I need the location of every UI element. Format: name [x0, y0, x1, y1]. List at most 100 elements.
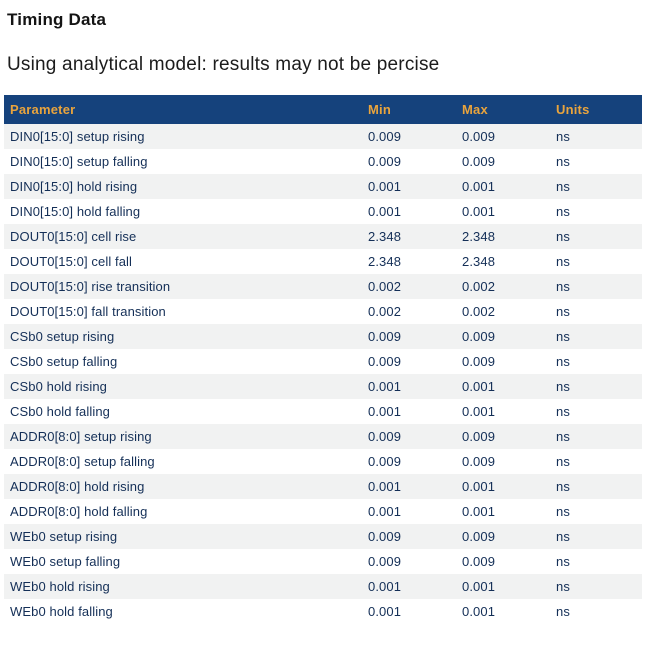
row-parameter: DIN0[15:0] hold falling [10, 204, 141, 219]
row-units: ns [556, 504, 570, 519]
row-min: 0.001 [368, 179, 402, 194]
row-units: ns [556, 229, 570, 244]
row-units: ns [556, 304, 570, 319]
row-parameter: WEb0 hold rising [10, 579, 110, 594]
row-units: ns [556, 604, 570, 619]
row-min: 0.001 [368, 379, 402, 394]
row-parameter: DIN0[15:0] setup falling [10, 154, 148, 169]
row-max: 0.009 [462, 454, 496, 469]
analytical-model-note: Using analytical model: results may not … [7, 54, 440, 75]
row-min: 0.001 [368, 204, 402, 219]
row-max: 0.009 [462, 554, 496, 569]
row-units: ns [556, 329, 570, 344]
row-max: 0.009 [462, 529, 496, 544]
row-max: 0.009 [462, 129, 496, 144]
row-min: 0.009 [368, 454, 402, 469]
row-max: 0.009 [462, 154, 496, 169]
row-units: ns [556, 379, 570, 394]
row-parameter: ADDR0[8:0] setup falling [10, 454, 155, 469]
row-units: ns [556, 479, 570, 494]
table-row: ADDR0[8:0] hold rising 0.001 0.001 ns [4, 474, 642, 499]
row-min: 0.001 [368, 604, 402, 619]
table-row: DIN0[15:0] setup rising 0.009 0.009 ns [4, 124, 642, 149]
row-parameter: DOUT0[15:0] fall transition [10, 304, 166, 319]
row-units: ns [556, 554, 570, 569]
row-parameter: DOUT0[15:0] cell rise [10, 229, 137, 244]
row-max: 0.002 [462, 279, 496, 294]
timing-data-table: Parameter Min Max Units DIN0[15:0] setup… [4, 95, 642, 624]
row-parameter: CSb0 setup falling [10, 354, 118, 369]
column-header-parameter: Parameter [4, 95, 362, 124]
row-max: 0.001 [462, 504, 496, 519]
column-header-min: Min [362, 95, 456, 124]
row-units: ns [556, 404, 570, 419]
row-units: ns [556, 154, 570, 169]
row-units: ns [556, 529, 570, 544]
table-row: DIN0[15:0] hold falling 0.001 0.001 ns [4, 199, 642, 224]
row-max: 0.009 [462, 429, 496, 444]
row-units: ns [556, 354, 570, 369]
row-units: ns [556, 204, 570, 219]
table-row: DOUT0[15:0] cell fall 2.348 2.348 ns [4, 249, 642, 274]
row-units: ns [556, 254, 570, 269]
row-max: 0.001 [462, 404, 496, 419]
table-row: DOUT0[15:0] rise transition 0.002 0.002 ns [4, 274, 642, 299]
row-units: ns [556, 129, 570, 144]
table-row: WEb0 hold rising 0.001 0.001 ns [4, 574, 642, 599]
row-parameter: ADDR0[8:0] hold rising [10, 479, 145, 494]
row-max: 0.001 [462, 179, 496, 194]
row-min: 0.002 [368, 279, 402, 294]
row-max: 0.002 [462, 304, 496, 319]
row-min: 0.009 [368, 129, 402, 144]
page-title: Timing Data [7, 10, 107, 29]
row-max: 0.001 [462, 604, 496, 619]
row-max: 0.009 [462, 354, 496, 369]
table-row: WEb0 setup rising 0.009 0.009 ns [4, 524, 642, 549]
row-units: ns [556, 429, 570, 444]
table-row: ADDR0[8:0] hold falling 0.001 0.001 ns [4, 499, 642, 524]
table-row: DOUT0[15:0] cell rise 2.348 2.348 ns [4, 224, 642, 249]
table-row: DOUT0[15:0] fall transition 0.002 0.002 ns [4, 299, 642, 324]
table-body: DIN0[15:0] setup rising 0.009 0.009 ns DIN0[… [4, 124, 642, 624]
row-parameter: DOUT0[15:0] cell fall [10, 254, 133, 269]
column-header-units: Units [550, 95, 642, 124]
column-header-max: Max [456, 95, 550, 124]
row-min: 0.009 [368, 354, 402, 369]
row-min: 2.348 [368, 229, 402, 244]
row-min: 0.009 [368, 554, 402, 569]
row-parameter: CSb0 hold falling [10, 404, 110, 419]
row-units: ns [556, 179, 570, 194]
row-parameter: ADDR0[8:0] setup rising [10, 429, 152, 444]
table-row: ADDR0[8:0] setup rising 0.009 0.009 ns [4, 424, 642, 449]
table-row: WEb0 setup falling 0.009 0.009 ns [4, 549, 642, 574]
row-min: 0.001 [368, 479, 402, 494]
row-parameter: CSb0 hold rising [10, 379, 107, 394]
table-header-row: Parameter Min Max Units [4, 95, 642, 124]
row-min: 0.009 [368, 529, 402, 544]
row-units: ns [556, 579, 570, 594]
row-min: 0.001 [368, 579, 402, 594]
row-min: 0.009 [368, 329, 402, 344]
row-min: 0.002 [368, 304, 402, 319]
table-row: WEb0 hold falling 0.001 0.001 ns [4, 599, 642, 624]
row-min: 2.348 [368, 254, 402, 269]
row-units: ns [556, 279, 570, 294]
row-min: 0.009 [368, 154, 402, 169]
row-min: 0.001 [368, 404, 402, 419]
row-max: 0.001 [462, 204, 496, 219]
row-parameter: ADDR0[8:0] hold falling [10, 504, 148, 519]
table-row: CSb0 setup rising 0.009 0.009 ns [4, 324, 642, 349]
row-units: ns [556, 454, 570, 469]
row-max: 0.001 [462, 479, 496, 494]
row-parameter: DIN0[15:0] setup rising [10, 129, 145, 144]
row-parameter: WEb0 setup falling [10, 554, 121, 569]
table-row: CSb0 hold rising 0.001 0.001 ns [4, 374, 642, 399]
row-parameter: WEb0 hold falling [10, 604, 113, 619]
row-parameter: DOUT0[15:0] rise transition [10, 279, 171, 294]
table-row: DIN0[15:0] hold rising 0.001 0.001 ns [4, 174, 642, 199]
timing-report-page: Timing Data Using analytical model: resu… [0, 9, 650, 624]
row-max: 2.348 [462, 254, 496, 269]
row-parameter: CSb0 setup rising [10, 329, 115, 344]
table-row: ADDR0[8:0] setup falling 0.009 0.009 ns [4, 449, 642, 474]
table-row: CSb0 setup falling 0.009 0.009 ns [4, 349, 642, 374]
